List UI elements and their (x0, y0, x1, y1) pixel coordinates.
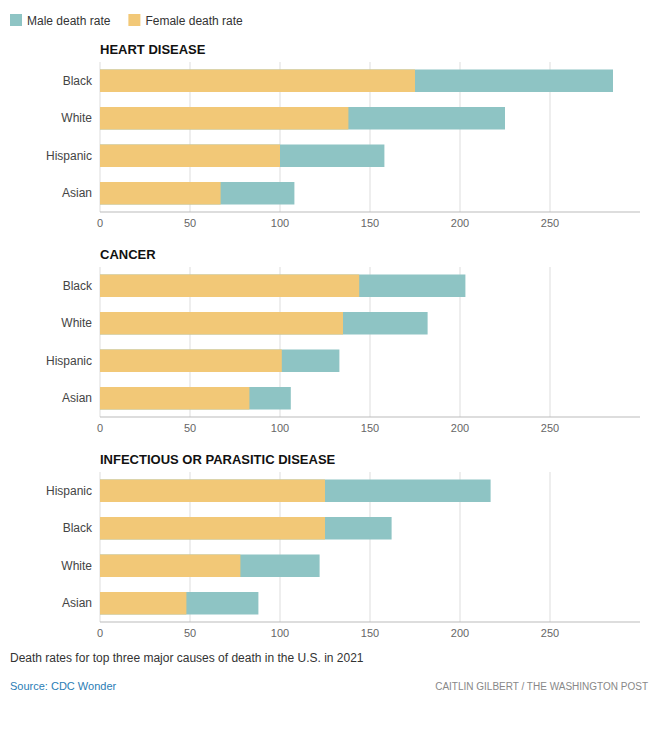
x-tick-label: 0 (97, 217, 103, 229)
annotations: Death rates for top three major causes o… (10, 651, 648, 692)
bar (100, 592, 258, 615)
bar (100, 107, 348, 130)
bar (100, 592, 186, 615)
bar (100, 312, 343, 335)
bar (100, 145, 280, 168)
x-tick-label: 150 (361, 217, 379, 229)
x-tick-label: 0 (97, 627, 103, 639)
category-label: White (61, 111, 92, 125)
bar (100, 480, 491, 503)
x-tick-label: 0 (97, 422, 103, 434)
chart-title: CANCER (100, 247, 156, 262)
annotation: Death rates for top three major causes o… (10, 651, 364, 665)
bar (100, 275, 465, 298)
category-label: Asian (62, 186, 92, 200)
annotation: CAITLIN GILBERT / THE WASHINGTON POST (435, 681, 648, 692)
category-label: Asian (62, 391, 92, 405)
legend-label: Female death rate (145, 14, 243, 28)
x-tick-label: 100 (271, 627, 289, 639)
x-tick-label: 150 (361, 627, 379, 639)
bar (100, 480, 325, 503)
category-label: Asian (62, 596, 92, 610)
bar (100, 182, 221, 205)
category-label: Black (63, 74, 93, 88)
bar (100, 350, 282, 373)
chart-title: INFECTIOUS OR PARASITIC DISEASE (100, 452, 336, 467)
x-tick-label: 50 (184, 217, 196, 229)
category-label: Black (63, 279, 93, 293)
bars (100, 70, 613, 205)
x-tick-label: 250 (541, 422, 559, 434)
annotation: Source: CDC Wonder (10, 680, 117, 692)
x-grid (100, 472, 550, 622)
bar-chart: INFECTIOUS OR PARASITIC DISEASE 0 50 100 150… (46, 452, 640, 639)
legend-swatch (10, 14, 22, 26)
bar (100, 107, 505, 130)
category-label: Hispanic (46, 484, 92, 498)
chart-title: HEART DISEASE (100, 42, 206, 57)
bars (100, 480, 491, 615)
bar (100, 517, 325, 540)
x-tick-label: 200 (451, 627, 469, 639)
chart-root: Male death rate Female death rate HEART DI… (0, 0, 658, 729)
x-tick-label: 50 (184, 627, 196, 639)
category-label: Hispanic (46, 149, 92, 163)
x-tick-label: 250 (541, 627, 559, 639)
bar (100, 387, 249, 410)
bar (100, 555, 320, 578)
bar (100, 312, 428, 335)
legend-swatch (128, 14, 140, 26)
x-axis-line (100, 417, 640, 418)
bar (100, 275, 359, 298)
x-tick-label: 200 (451, 217, 469, 229)
legend-label: Male death rate (27, 14, 111, 28)
bar (100, 70, 415, 93)
category-label: Hispanic (46, 354, 92, 368)
category-label: White (61, 316, 92, 330)
bar (100, 70, 613, 93)
bar (100, 145, 384, 168)
x-tick-label: 50 (184, 422, 196, 434)
category-label: Black (63, 521, 93, 535)
bar (100, 387, 291, 410)
page: {"chart_data": [ {"type": "bar", "orient… (0, 0, 658, 729)
x-tick-label: 100 (271, 217, 289, 229)
x-tick-label: 200 (451, 422, 469, 434)
bar (100, 182, 294, 205)
grid-line (550, 472, 551, 622)
bars (100, 275, 465, 410)
x-grid (100, 267, 550, 417)
x-tick-label: 150 (361, 422, 379, 434)
x-axis-line (100, 212, 640, 213)
x-axis-line (100, 622, 640, 623)
bar (100, 350, 339, 373)
bar (100, 555, 240, 578)
grid-line (550, 267, 551, 417)
x-tick-label: 100 (271, 422, 289, 434)
bar-chart: CANCER 0 50 100 150 200 250 Black White Hispanic A… (46, 247, 640, 434)
category-label: White (61, 559, 92, 573)
legend: Male death rate Female death rate (10, 14, 243, 28)
bar (100, 517, 392, 540)
bar-chart: HEART DISEASE 0 50 100 150 200 250 Black White Hi… (46, 42, 640, 229)
x-tick-label: 250 (541, 217, 559, 229)
